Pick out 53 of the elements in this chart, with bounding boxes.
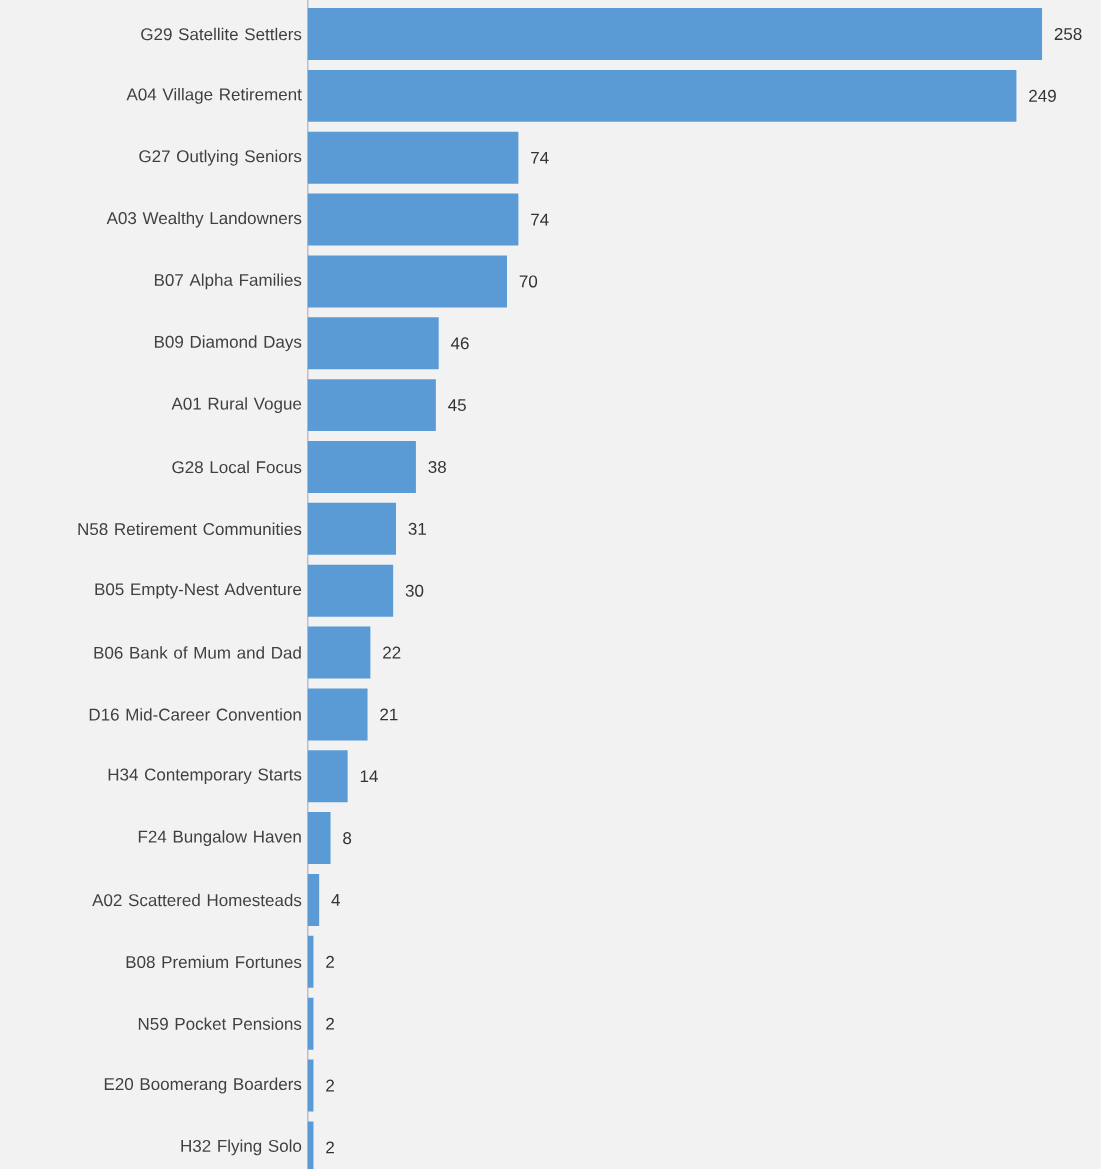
y-tick-label: G29 Satellite Settlers xyxy=(141,27,302,41)
data-label: 30 xyxy=(405,584,424,597)
y-tick-label: B06 Bank of Mum and Dad xyxy=(94,646,301,659)
data-label: 258 xyxy=(1054,28,1082,41)
y-tick-label: A01 Rural Vogue xyxy=(171,397,302,414)
data-label: 249 xyxy=(1029,89,1056,102)
y-tick-label: F24 Bungalow Haven xyxy=(138,830,301,847)
y-tick-label: D16 Mid-Career Convention xyxy=(89,708,301,721)
bar xyxy=(307,441,417,493)
data-label: 74 xyxy=(531,151,549,164)
y-tick-label: N58 Retirement Communities xyxy=(78,522,302,536)
y-tick-label: H34 Contemporary Starts xyxy=(108,768,302,784)
y-tick-label: E20 Boomerang Boarders xyxy=(104,1077,302,1094)
bar xyxy=(307,379,436,432)
y-tick-label: B08 Premium Fortunes xyxy=(126,955,302,969)
y-tick-label: N59 Pocket Pensions xyxy=(138,1017,302,1030)
bar xyxy=(307,317,439,370)
bar xyxy=(307,873,320,926)
bar xyxy=(307,255,508,308)
y-tick-label: H32 Flying Solo xyxy=(181,1139,302,1156)
bar xyxy=(307,502,397,555)
data-label: 2 xyxy=(326,955,335,968)
data-label: 2 xyxy=(326,1079,335,1092)
bar xyxy=(307,131,519,184)
bar xyxy=(307,193,519,246)
y-tick-label: B09 Diamond Days xyxy=(155,335,302,352)
y-tick-label: B05 Empty-Nest Adventure xyxy=(95,582,302,599)
y-tick-label: B07 Alpha Families xyxy=(155,273,302,290)
data-label: 70 xyxy=(519,275,538,288)
data-label: 2 xyxy=(326,1017,335,1030)
bar xyxy=(307,69,1017,122)
data-label: 21 xyxy=(380,708,398,721)
data-label: 46 xyxy=(451,337,469,350)
y-tick-label: A02 Scattered Homesteads xyxy=(92,893,302,907)
bar xyxy=(307,564,394,617)
data-label: 14 xyxy=(360,770,378,783)
data-label: 22 xyxy=(383,646,401,659)
y-tick-label: G28 Local Focus xyxy=(172,460,302,474)
data-label: 8 xyxy=(343,832,352,845)
bar xyxy=(307,812,331,865)
y-tick-label: A04 Village Retirement xyxy=(126,87,302,104)
bar xyxy=(307,626,371,679)
data-label: 4 xyxy=(331,894,341,906)
data-label: 38 xyxy=(428,460,447,474)
data-label: 45 xyxy=(448,399,467,412)
y-tick-label: G27 Outlying Seniors xyxy=(139,149,302,166)
bar xyxy=(307,8,1043,60)
data-label: 74 xyxy=(531,213,549,226)
data-label: 2 xyxy=(326,1141,335,1154)
bar xyxy=(307,750,348,803)
data-label: 31 xyxy=(408,522,427,535)
bar xyxy=(307,688,368,741)
y-tick-label: A03 Wealthy Landowners xyxy=(106,211,302,228)
